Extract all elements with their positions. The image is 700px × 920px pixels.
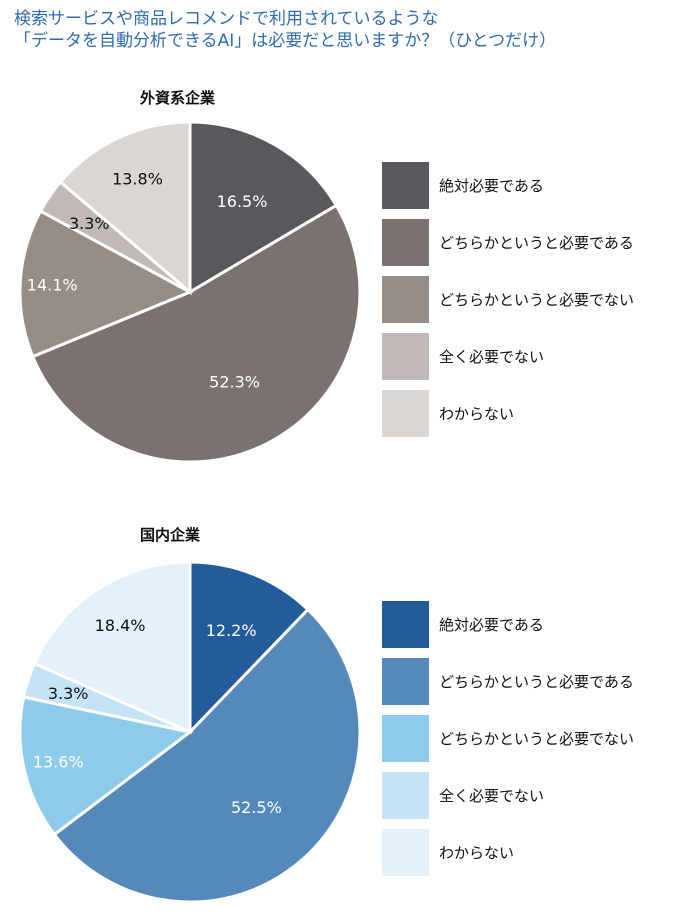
slice-label-somewhat-not-needed: 14.1% xyxy=(27,276,78,295)
survey-question: 検索サービスや商品レコメンドで利用されているような 「データを自動分析できるAI… xyxy=(14,8,694,52)
slice-label-somewhat-needed: 52.5% xyxy=(231,798,282,817)
slice-label-not-needed: 3.3% xyxy=(69,214,110,233)
legend-swatch xyxy=(382,276,429,323)
pie-slice-somewhat-needed xyxy=(30,203,362,464)
legend-swatch xyxy=(382,658,429,705)
slice-label-absolutely-needed: 16.5% xyxy=(217,192,268,211)
legend-item-not-needed: 全く必要でない xyxy=(382,772,634,819)
legend-swatch xyxy=(382,162,429,209)
legend-foreign: 絶対必要であるどちらかというと必要である どちらかというと必要でない 全く必要でない… xyxy=(382,162,634,447)
legend-label: 絶対必要である xyxy=(439,616,544,634)
pie-slice-somewhat-needed xyxy=(52,607,362,904)
pie-chart-foreign: 16.5% 52.3% 14.1% 3.3% 13.8% xyxy=(18,120,362,464)
question-line-1: 検索サービスや商品レコメンドで利用されているような xyxy=(14,9,439,29)
legend-label: どちらかというと必要である xyxy=(439,673,634,691)
slice-label-not-needed: 3.3% xyxy=(48,684,89,703)
legend-swatch xyxy=(382,390,429,437)
pie-slice-absolutely-needed xyxy=(188,560,311,736)
pie-slice-somewhat-not-needed xyxy=(18,209,194,359)
legend-item-not-needed: 全く必要でない xyxy=(382,333,634,380)
legend-item-dont-know: わからない xyxy=(382,390,634,437)
pie-slice-somewhat-not-needed xyxy=(18,695,194,837)
legend-label: わからない xyxy=(439,405,515,423)
slice-label-somewhat-not-needed: 13.6% xyxy=(33,752,84,771)
legend-item-somewhat-not-needed: どちらかというと必要でない xyxy=(382,276,634,323)
legend-swatch xyxy=(382,219,429,266)
legend-item-dont-know: わからない xyxy=(382,829,634,876)
legend-item-absolutely-needed: 絶対必要である xyxy=(382,601,634,648)
legend-label: どちらかというと必要でない xyxy=(439,730,635,748)
legend-label: どちらかというと必要である xyxy=(439,234,634,252)
legend-label: 全く必要でない xyxy=(439,348,545,366)
slice-label-dont-know: 18.4% xyxy=(95,616,146,635)
legend-domestic: 絶対必要であるどちらかというと必要である どちらかというと必要でない 全く必要でない… xyxy=(382,601,634,886)
legend-swatch xyxy=(382,333,429,380)
legend-item-somewhat-needed: どちらかというと必要である xyxy=(382,219,634,266)
legend-item-absolutely-needed: 絶対必要である xyxy=(382,162,634,209)
pie-slice-dont-know xyxy=(58,120,192,296)
question-line-2: 「データを自動分析できるAI」は必要だと思いますか？（ひとつだけ） xyxy=(14,31,557,51)
legend-item-somewhat-needed: どちらかというと必要である xyxy=(382,658,634,705)
slice-label-somewhat-needed: 52.3% xyxy=(209,373,260,392)
legend-swatch xyxy=(382,829,429,876)
legend-label: わからない xyxy=(439,844,515,862)
pie-slice-absolutely-needed xyxy=(188,120,339,295)
legend-swatch xyxy=(382,601,429,648)
chart-title-domestic: 国内企業 xyxy=(140,526,201,544)
slice-label-dont-know: 13.8% xyxy=(112,170,163,189)
legend-swatch xyxy=(382,715,429,762)
legend-label: 全く必要でない xyxy=(439,787,545,805)
pie-slice-dont-know xyxy=(32,560,192,735)
chart-title-foreign: 外資系企業 xyxy=(140,89,216,107)
legend-label: 絶対必要である xyxy=(439,177,544,195)
legend-label: どちらかというと必要でない xyxy=(439,291,635,309)
pie-chart-domestic: 12.2% 52.5% 13.6% 3.3% 18.4% xyxy=(18,560,362,904)
legend-item-somewhat-not-needed: どちらかというと必要でない xyxy=(382,715,634,762)
slice-label-absolutely-needed: 12.2% xyxy=(206,621,257,640)
legend-swatch xyxy=(382,772,429,819)
